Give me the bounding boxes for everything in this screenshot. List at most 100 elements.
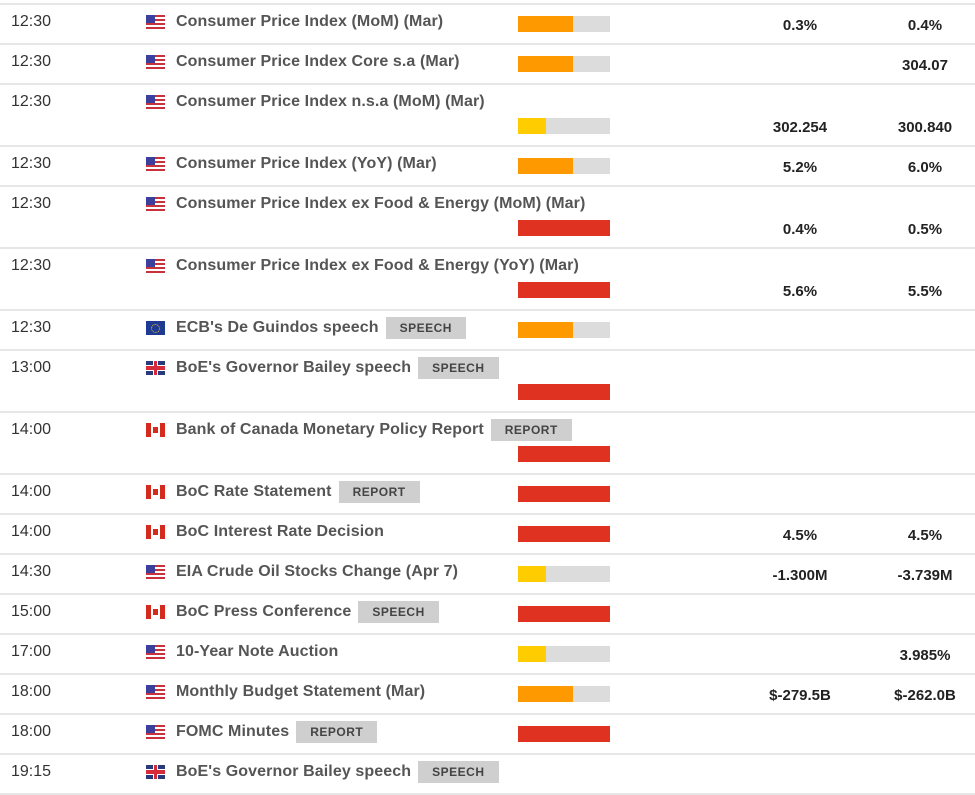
event-name[interactable]: BoC Press Conference	[176, 603, 352, 620]
previous-value: 6.0%	[907, 159, 943, 176]
us-flag-icon	[146, 565, 165, 579]
impact-meter	[518, 220, 610, 236]
ca-flag-icon	[146, 485, 165, 499]
event-time: 12:30	[11, 319, 52, 336]
event-row[interactable]: 13:00 BoE's Governor Bailey speech SPEEC…	[0, 351, 975, 413]
event-name[interactable]: FOMC Minutes	[176, 723, 290, 740]
event-row[interactable]: 19:15 BoE's Governor Bailey speech SPEEC…	[0, 755, 975, 795]
previous-value: 0.4%	[907, 17, 943, 34]
event-row[interactable]: 12:30 Consumer Price Index (MoM) (Mar) 0…	[0, 5, 975, 45]
event-name[interactable]: BoE's Governor Bailey speech	[176, 763, 412, 780]
impact-fill	[518, 686, 574, 702]
event-name[interactable]: BoC Interest Rate Decision	[176, 523, 384, 540]
event-name[interactable]: Bank of Canada Monetary Policy Report	[176, 421, 484, 438]
event-time: 12:30	[11, 155, 52, 172]
previous-value: $-262.0B	[894, 687, 956, 704]
us-flag-icon	[146, 55, 165, 69]
event-row[interactable]: 15:00 BoC Press Conference SPEECH	[0, 595, 975, 635]
impact-fill	[518, 220, 610, 236]
impact-meter	[518, 446, 610, 462]
event-row[interactable]: 12:30 Consumer Price Index Core s.a (Mar…	[0, 45, 975, 85]
ca-flag-icon	[146, 525, 165, 539]
event-cell: Consumer Price Index ex Food & Energy (Y…	[146, 255, 579, 277]
event-row[interactable]: 12:30 Consumer Price Index (YoY) (Mar) 5…	[0, 147, 975, 187]
event-row[interactable]: 14:00 Bank of Canada Monetary Policy Rep…	[0, 413, 975, 475]
forecast-value: 4.5%	[782, 527, 818, 544]
event-row[interactable]: 17:00 10-Year Note Auction 3.985%	[0, 635, 975, 675]
previous-value: 0.5%	[907, 221, 943, 238]
event-name[interactable]: Consumer Price Index (YoY) (Mar)	[176, 155, 437, 172]
impact-fill	[518, 16, 574, 32]
us-flag-icon	[146, 685, 165, 699]
event-name[interactable]: Consumer Price Index (MoM) (Mar)	[176, 13, 444, 30]
event-row[interactable]: 12:30 Consumer Price Index ex Food & Ene…	[0, 187, 975, 249]
impact-meter	[518, 526, 610, 542]
event-name[interactable]: EIA Crude Oil Stocks Change (Apr 7)	[176, 563, 459, 580]
event-type-badge: SPEECH	[358, 601, 439, 623]
event-row[interactable]: 12:30 ECB's De Guindos speech SPEECH	[0, 311, 975, 351]
impact-fill	[518, 606, 610, 622]
economic-calendar-table: 12:30 Consumer Price Index (MoM) (Mar) 0…	[0, 3, 975, 795]
forecast-value: $-279.5B	[769, 687, 831, 704]
event-time: 12:30	[11, 195, 52, 212]
event-row[interactable]: 18:00 FOMC Minutes REPORT	[0, 715, 975, 755]
event-name[interactable]: BoE's Governor Bailey speech	[176, 359, 412, 376]
us-flag-icon	[146, 15, 165, 29]
event-time: 14:00	[11, 523, 52, 540]
impact-fill	[518, 322, 574, 338]
ca-flag-icon	[146, 605, 165, 619]
impact-meter	[518, 282, 610, 298]
impact-fill	[518, 158, 574, 174]
event-cell: EIA Crude Oil Stocks Change (Apr 7)	[146, 561, 458, 583]
impact-meter	[518, 486, 610, 502]
impact-fill	[518, 486, 610, 502]
gb-flag-icon	[146, 765, 165, 779]
impact-fill	[518, 726, 610, 742]
event-cell: Consumer Price Index n.s.a (MoM) (Mar)	[146, 91, 485, 113]
event-type-badge: SPEECH	[385, 317, 466, 339]
impact-fill	[518, 446, 610, 462]
forecast-value: 0.4%	[782, 221, 818, 238]
impact-meter	[518, 56, 610, 72]
previous-value: 3.985%	[899, 647, 951, 664]
event-cell: Monthly Budget Statement (Mar)	[146, 681, 425, 703]
impact-fill	[518, 384, 610, 400]
forecast-value: 302.254	[772, 119, 828, 136]
event-name[interactable]: 10-Year Note Auction	[176, 643, 339, 660]
event-time: 14:00	[11, 483, 52, 500]
event-name[interactable]: Consumer Price Index ex Food & Energy (M…	[176, 195, 586, 212]
event-name[interactable]: Consumer Price Index Core s.a (Mar)	[176, 53, 460, 70]
event-cell: ECB's De Guindos speech SPEECH	[146, 317, 466, 339]
impact-fill	[518, 282, 610, 298]
us-flag-icon	[146, 645, 165, 659]
event-time: 12:30	[11, 53, 52, 70]
event-name[interactable]: BoC Rate Statement	[176, 483, 332, 500]
event-cell: Consumer Price Index ex Food & Energy (M…	[146, 193, 585, 215]
forecast-value: 5.2%	[782, 159, 818, 176]
event-row[interactable]: 14:00 BoC Rate Statement REPORT	[0, 475, 975, 515]
event-cell: BoE's Governor Bailey speech SPEECH	[146, 357, 499, 379]
us-flag-icon	[146, 725, 165, 739]
event-name[interactable]: Consumer Price Index ex Food & Energy (Y…	[176, 257, 579, 274]
event-type-badge: SPEECH	[418, 761, 499, 783]
us-flag-icon	[146, 157, 165, 171]
event-cell: Consumer Price Index Core s.a (Mar)	[146, 51, 460, 73]
impact-meter	[518, 606, 610, 622]
event-name[interactable]: Consumer Price Index n.s.a (MoM) (Mar)	[176, 93, 485, 110]
previous-value: 5.5%	[907, 283, 943, 300]
ca-flag-icon	[146, 423, 165, 437]
event-row[interactable]: 14:00 BoC Interest Rate Decision 4.5% 4.…	[0, 515, 975, 555]
event-cell: Bank of Canada Monetary Policy Report RE…	[146, 419, 572, 441]
event-name[interactable]: ECB's De Guindos speech	[176, 319, 379, 336]
impact-meter	[518, 384, 610, 400]
event-row[interactable]: 12:30 Consumer Price Index ex Food & Ene…	[0, 249, 975, 311]
impact-meter	[518, 322, 610, 338]
impact-meter	[518, 726, 610, 742]
event-row[interactable]: 12:30 Consumer Price Index n.s.a (MoM) (…	[0, 85, 975, 147]
impact-fill	[518, 526, 610, 542]
event-row[interactable]: 18:00 Monthly Budget Statement (Mar) $-2…	[0, 675, 975, 715]
event-cell: Consumer Price Index (MoM) (Mar)	[146, 11, 443, 33]
event-row[interactable]: 14:30 EIA Crude Oil Stocks Change (Apr 7…	[0, 555, 975, 595]
event-cell: FOMC Minutes REPORT	[146, 721, 378, 743]
event-name[interactable]: Monthly Budget Statement (Mar)	[176, 683, 426, 700]
